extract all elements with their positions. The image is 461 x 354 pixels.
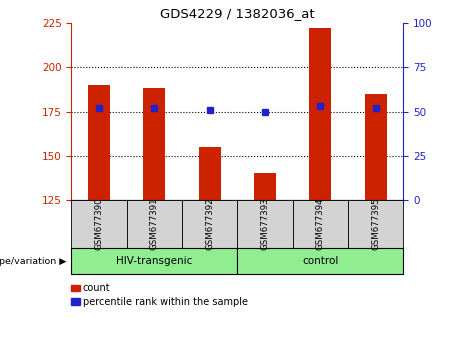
Text: genotype/variation ▶: genotype/variation ▶ — [0, 257, 67, 266]
Text: GSM677390: GSM677390 — [95, 198, 104, 250]
Text: percentile rank within the sample: percentile rank within the sample — [83, 297, 248, 307]
Text: GSM677391: GSM677391 — [150, 198, 159, 250]
Text: HIV-transgenic: HIV-transgenic — [116, 256, 193, 266]
Bar — [199, 147, 221, 200]
Bar — [309, 28, 331, 200]
Text: GSM677395: GSM677395 — [371, 198, 380, 250]
Text: GSM677392: GSM677392 — [205, 198, 214, 250]
Text: GSM677394: GSM677394 — [316, 198, 325, 250]
Bar — [143, 88, 165, 200]
Text: count: count — [83, 283, 111, 293]
Bar — [254, 173, 276, 200]
Title: GDS4229 / 1382036_at: GDS4229 / 1382036_at — [160, 7, 315, 21]
Bar — [88, 85, 110, 200]
Bar — [365, 94, 387, 200]
Text: control: control — [302, 256, 338, 266]
Text: GSM677393: GSM677393 — [260, 198, 270, 250]
